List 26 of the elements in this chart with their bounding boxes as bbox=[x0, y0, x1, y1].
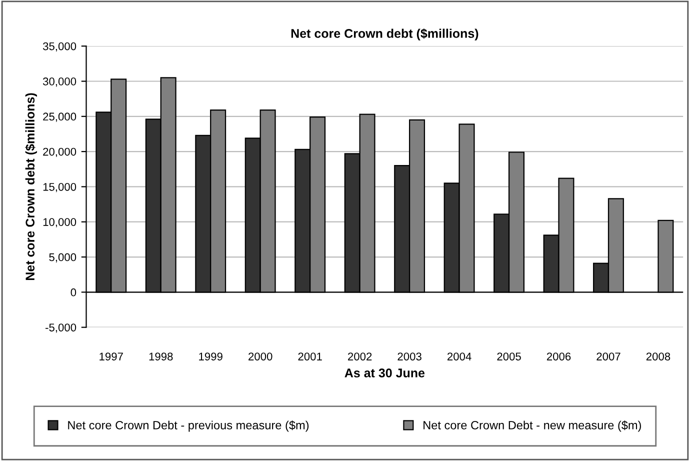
x-axis-title: As at 30 June bbox=[344, 368, 425, 378]
y-tick-label: -5,000 bbox=[46, 324, 76, 333]
legend-label: Net core Crown Debt - new measure ($m) bbox=[424, 420, 641, 432]
y-tick-label: 10,000 bbox=[43, 218, 76, 228]
chart-title: Net core Crown debt ($millions) bbox=[291, 28, 478, 40]
y-tick-label: 25,000 bbox=[43, 112, 76, 122]
y-tick-label: 35,000 bbox=[42, 42, 76, 52]
legend-label: Net core Crown Debt - previous measure ($m) bbox=[68, 420, 309, 432]
x-tick-label: 1999 bbox=[199, 352, 222, 360]
x-tick-label: 1997 bbox=[100, 352, 123, 360]
y-tick-label: 30,000 bbox=[42, 78, 76, 87]
x-tick-label: 2002 bbox=[348, 352, 372, 360]
y-tick-label: 20,000 bbox=[43, 148, 76, 157]
x-tick-label: 2001 bbox=[298, 352, 322, 360]
x-tick-label: 2007 bbox=[596, 352, 620, 360]
x-tick-label: 2000 bbox=[248, 352, 272, 360]
x-tick-label: 2003 bbox=[398, 352, 422, 360]
x-tick-label: 2004 bbox=[447, 352, 472, 360]
x-tick-label: 2005 bbox=[497, 352, 521, 360]
y-axis-title: Net core Crown debt ($millions) bbox=[25, 93, 37, 280]
y-tick-label: 5,000 bbox=[49, 253, 76, 262]
x-tick-label: 2006 bbox=[546, 352, 571, 360]
x-tick-label: 2008 bbox=[646, 352, 670, 360]
y-tick-label: 15,000 bbox=[43, 182, 76, 192]
x-tick-label: 1998 bbox=[149, 352, 173, 360]
y-tick-label: 0 bbox=[70, 288, 76, 296]
